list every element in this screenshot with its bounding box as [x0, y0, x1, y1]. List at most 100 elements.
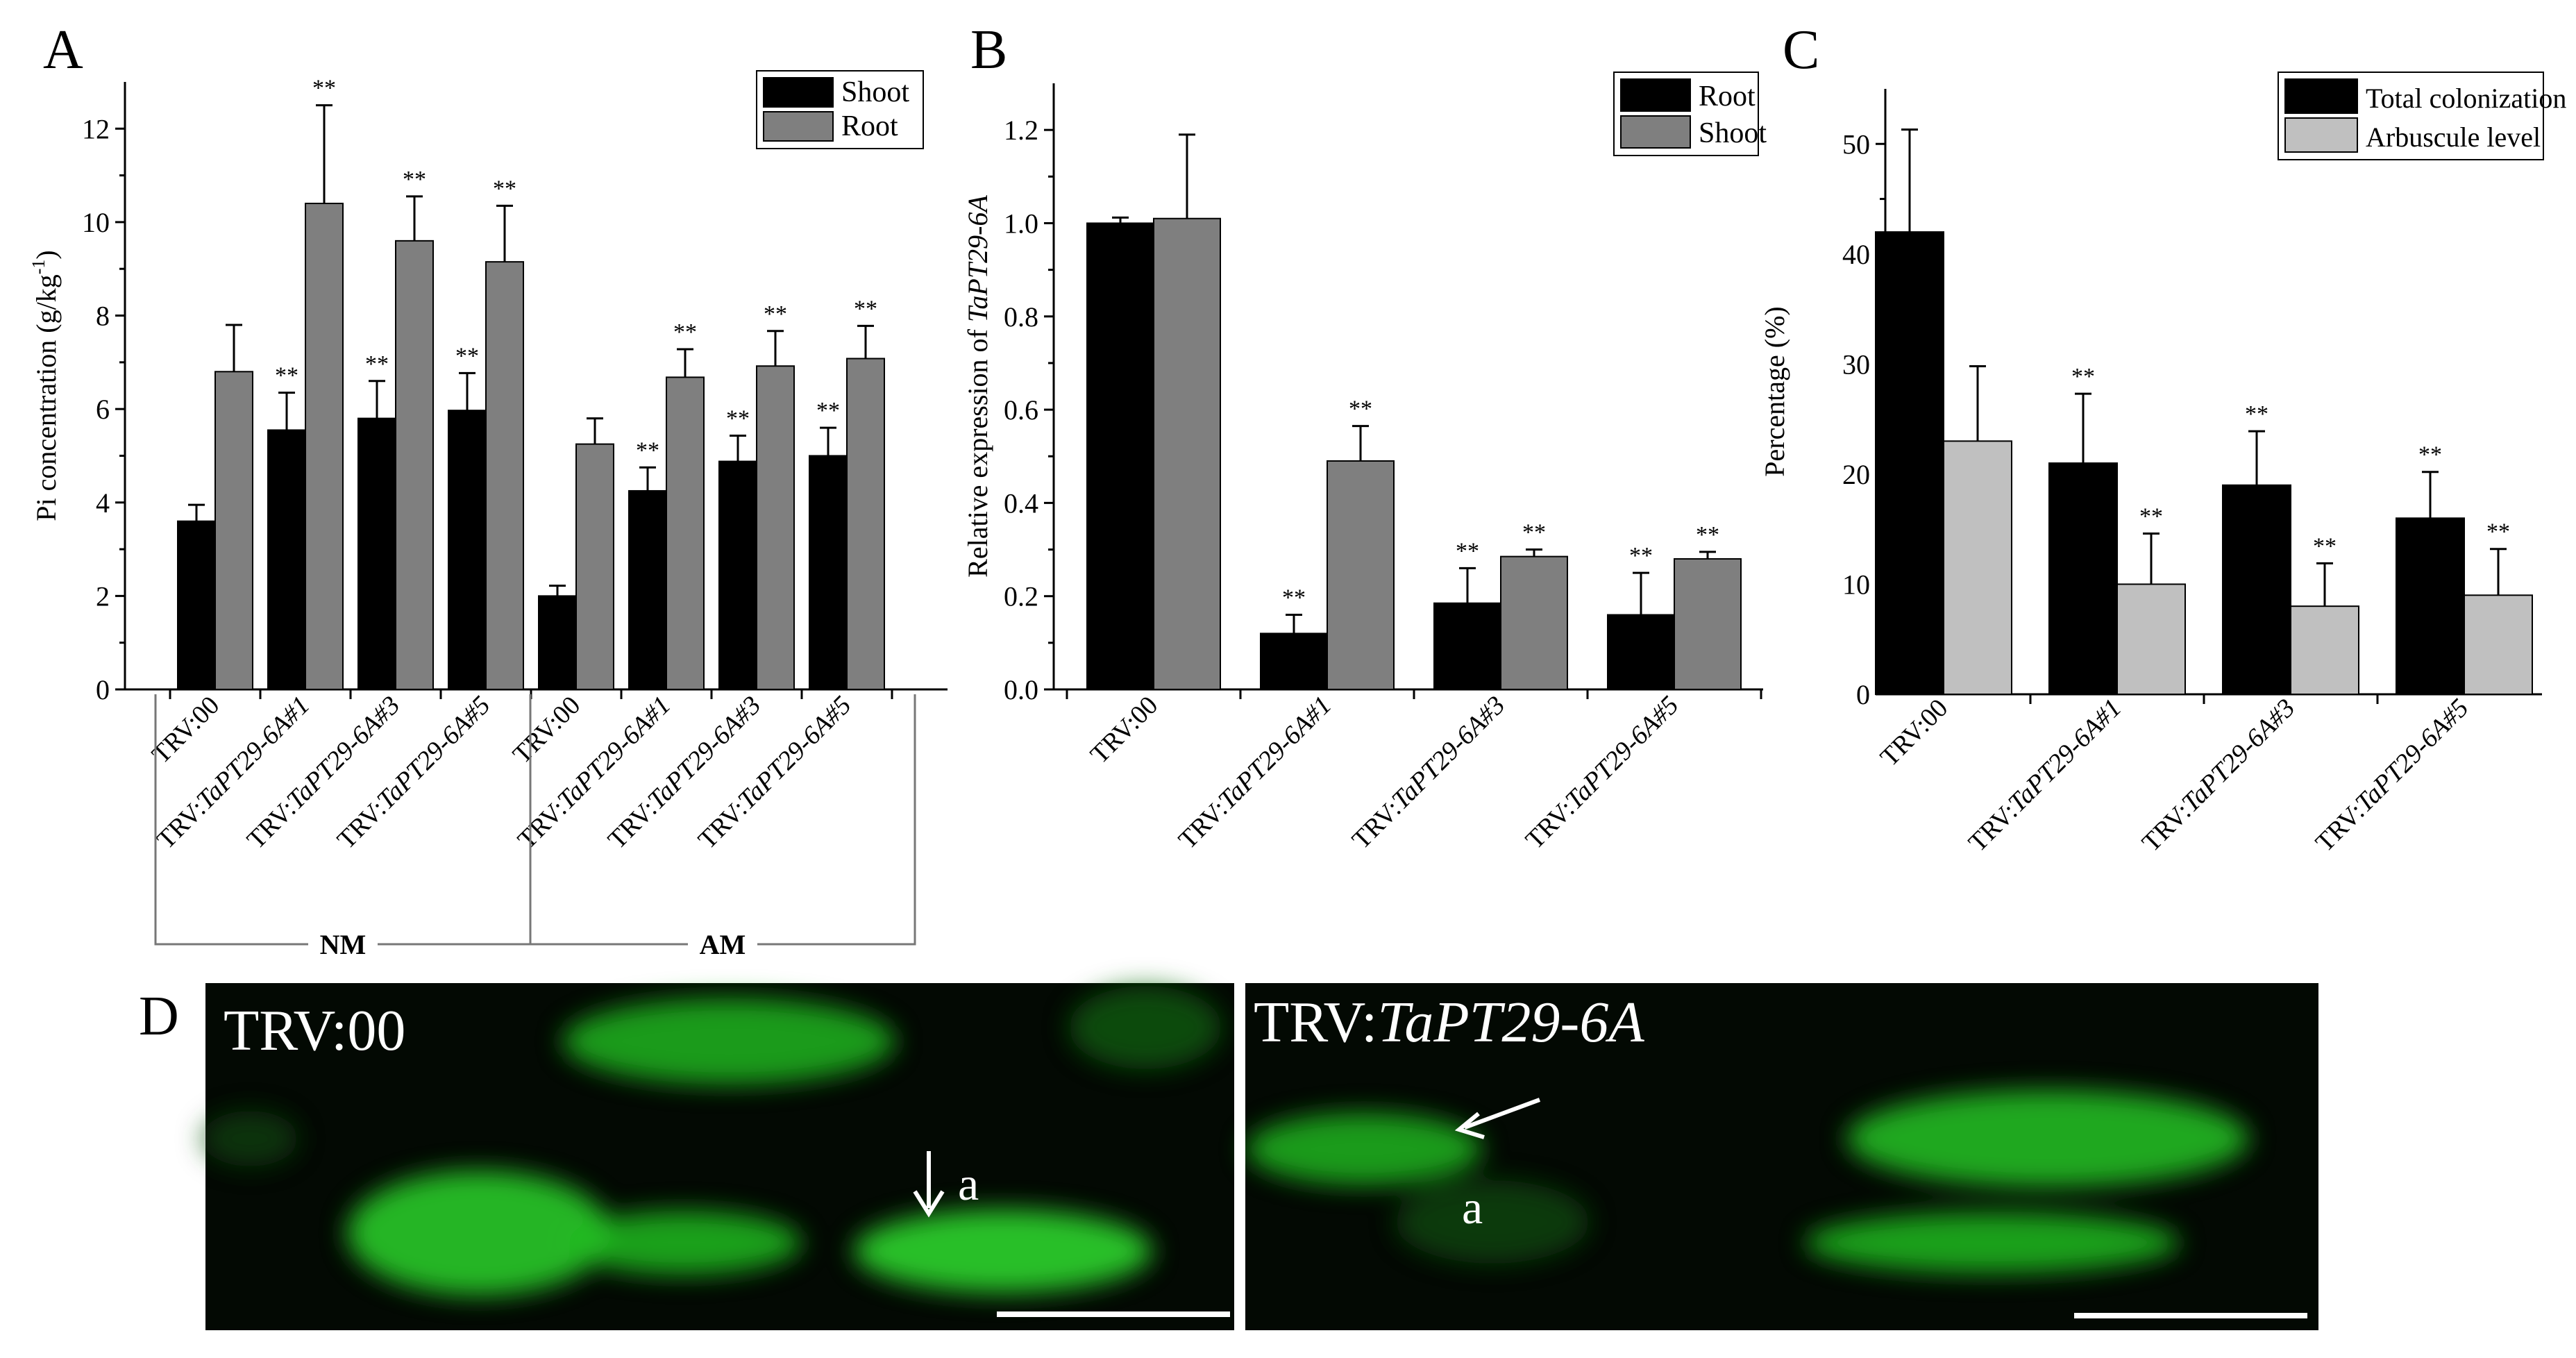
- bar: [305, 203, 344, 690]
- significance-mark: **: [2071, 364, 2095, 389]
- chart-b: 0.0 0.2 0.4 0.6 0.8 1.0 1.2 Relative expression…: [962, 72, 1767, 855]
- micrograph-right: a TRV:TaPT29-6A: [1245, 983, 2318, 1330]
- significance-mark: **: [673, 319, 697, 345]
- bar: [809, 455, 848, 690]
- bar: [1943, 440, 2012, 695]
- x-tick-label: TRV:TaPT29-6A#3: [603, 691, 767, 855]
- panel-letter-b: B: [970, 19, 1007, 81]
- y-axis-label: Pi concentration (g/kg-1): [28, 250, 62, 521]
- panel-letter-d: D: [139, 986, 179, 1047]
- x-tick-label: TRV:TaPT29-6A#5: [332, 691, 496, 855]
- bar: [1875, 231, 1944, 696]
- significance-mark: **: [816, 398, 840, 424]
- y-tick-label: 50: [1842, 128, 1870, 160]
- bar: [214, 371, 253, 690]
- y-tick-label: 0.0: [1004, 674, 1038, 705]
- arrow-right-head: [1454, 1112, 1485, 1139]
- y-tick-label: 40: [1842, 239, 1870, 270]
- bar: [575, 443, 614, 691]
- micrograph-right-label: TRV:TaPT29-6A: [1254, 990, 1644, 1055]
- bar: [1327, 460, 1395, 690]
- bar: [756, 365, 795, 690]
- arrow-right-shaft: [1463, 1098, 1541, 1130]
- bar: [846, 358, 885, 690]
- significance-mark: **: [1456, 538, 1479, 564]
- x-tick-label: TRV:TaPT29-6A#5: [1520, 691, 1685, 855]
- y-tick-label: 2: [96, 580, 110, 612]
- group-label: AM: [700, 929, 746, 960]
- arrow-left-label: a: [958, 1157, 979, 1210]
- significance-mark: **: [455, 343, 479, 369]
- significance-mark: **: [1522, 520, 1546, 546]
- y-tick-label: 20: [1842, 459, 1870, 490]
- significance-mark: **: [1282, 585, 1306, 611]
- x-tick-label: TRV:TaPT29-6A#3: [1347, 691, 1511, 855]
- y-tick-label: 0: [96, 674, 110, 705]
- panel-letter-a: A: [43, 19, 83, 81]
- legend-swatch: [763, 111, 834, 142]
- bar: [2464, 594, 2533, 695]
- micrograph-left: a TRV:00: [201, 983, 1234, 1330]
- bar: [1674, 558, 1742, 690]
- significance-mark: **: [403, 167, 426, 192]
- chart-c: 0 10 20 30 40 50 Percentage (%) ** ** ** ** ** ** TRV…: [1759, 72, 2566, 857]
- y-axis-label: Percentage (%): [1759, 306, 1790, 476]
- micrograph-left-fluorescence: [201, 986, 1222, 1296]
- significance-mark: **: [1629, 543, 1653, 569]
- legend-swatch: [2284, 117, 2358, 153]
- significance-mark: **: [493, 176, 516, 201]
- bar: [1260, 632, 1328, 691]
- significance-mark: **: [2245, 401, 2268, 427]
- x-tick-label: TRV:TaPT29-6A#1: [1173, 691, 1338, 855]
- bar: [538, 595, 577, 691]
- bar: [2396, 517, 2465, 695]
- bar: [485, 261, 524, 690]
- significance-mark: **: [2139, 504, 2163, 530]
- arrow-left-head: [913, 1190, 945, 1218]
- significance-mark: **: [275, 363, 298, 389]
- legend-label: Shoot: [841, 76, 909, 108]
- x-tick-label: TRV:00: [1085, 691, 1164, 770]
- micrograph-left-label: TRV:00: [224, 998, 405, 1063]
- bar: [357, 417, 396, 690]
- legend-swatch: [2284, 78, 2358, 114]
- x-tick-label: TRV:TaPT29-6A#1: [151, 691, 316, 855]
- significance-mark: **: [365, 351, 389, 377]
- bar: [177, 520, 216, 691]
- significance-mark: **: [764, 301, 787, 327]
- significance-mark: **: [312, 76, 336, 101]
- y-tick-label: 12: [82, 113, 110, 144]
- x-tick-label: TRV:00: [1875, 694, 1954, 773]
- bar: [2222, 484, 2291, 695]
- bar: [628, 489, 667, 690]
- bar: [718, 460, 757, 690]
- y-tick-label: 0.2: [1004, 581, 1038, 612]
- legend-swatch: [1620, 78, 1691, 112]
- x-tick-label: TRV:TaPT29-6A#3: [2137, 694, 2301, 858]
- group-label-bg: [688, 928, 757, 961]
- y-tick-label: 8: [96, 301, 110, 332]
- y-axis-label: Relative expression of TaPT29-6A: [962, 195, 993, 578]
- bar: [2048, 462, 2118, 696]
- legend-label: Total colonization: [2366, 83, 2566, 114]
- legend-swatch: [763, 77, 834, 108]
- legend-label: Arbuscule level: [2366, 121, 2541, 153]
- significance-mark: **: [2313, 533, 2337, 559]
- y-tick-label: 10: [82, 207, 110, 238]
- x-tick-label: TRV:00: [507, 691, 587, 770]
- significance-mark: **: [1696, 522, 1719, 548]
- y-tick-label: 6: [96, 394, 110, 425]
- significance-mark: **: [2418, 442, 2442, 468]
- bar: [1433, 602, 1501, 690]
- x-tick-label: TRV:TaPT29-6A#5: [2310, 694, 2475, 858]
- y-tick-label: 1.0: [1004, 208, 1038, 239]
- bar: [448, 410, 487, 691]
- chart-a: 0 2 4 6 8 10 12 Pi concentration (g/kg-1) ** ** **…: [28, 70, 948, 961]
- y-tick-label: 4: [96, 487, 110, 519]
- x-tick-label: TRV:TaPT29-6A#3: [242, 691, 406, 855]
- y-tick-label: 0.8: [1004, 301, 1038, 333]
- legend-label: Root: [1699, 81, 1756, 112]
- x-tick-label: TRV:00: [146, 691, 226, 770]
- significance-mark: **: [1349, 396, 1372, 422]
- legend-label: Root: [841, 110, 898, 142]
